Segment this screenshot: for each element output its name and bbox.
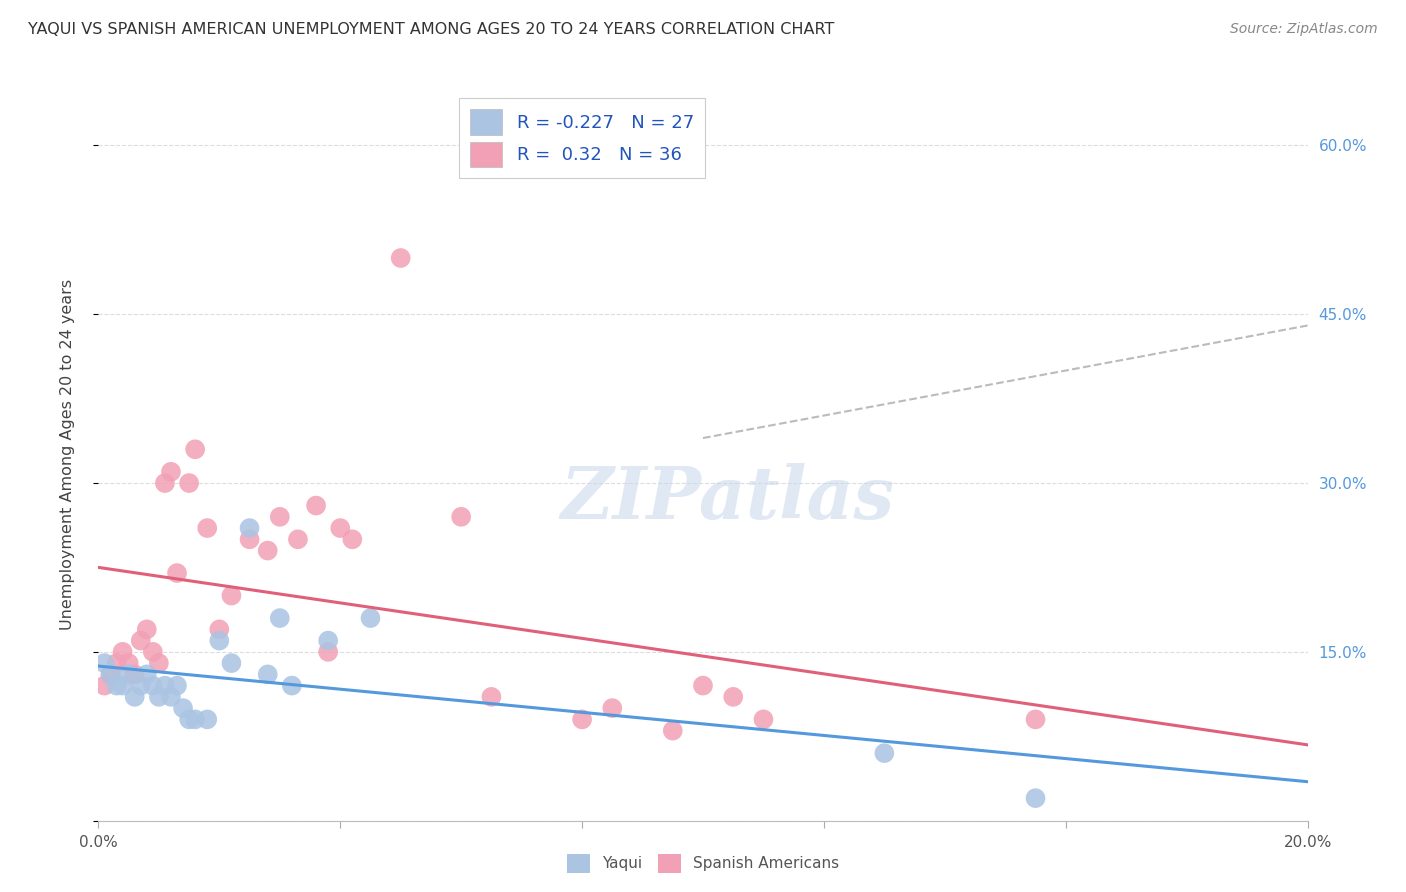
Point [153, 679, 176, 693]
Point [166, 566, 188, 580]
Point [118, 667, 141, 681]
Point [281, 679, 304, 693]
Point [172, 701, 194, 715]
Point [166, 679, 188, 693]
Point [105, 679, 128, 693]
Point [179, 712, 201, 726]
Point [450, 509, 472, 524]
Point [329, 521, 352, 535]
Point [1024, 712, 1046, 726]
Point [389, 251, 412, 265]
Point [239, 521, 262, 535]
Point [239, 533, 262, 547]
Point [153, 476, 176, 491]
Point [481, 690, 503, 704]
Point [221, 589, 243, 603]
Point [221, 656, 243, 670]
Point [873, 746, 896, 760]
Point [179, 476, 201, 491]
Point [93, 679, 115, 693]
Point [342, 533, 364, 547]
Text: YAQUI VS SPANISH AMERICAN UNEMPLOYMENT AMONG AGES 20 TO 24 YEARS CORRELATION CHA: YAQUI VS SPANISH AMERICAN UNEMPLOYMENT A… [28, 22, 835, 37]
Point [118, 656, 141, 670]
Point [752, 712, 775, 726]
Point [111, 645, 134, 659]
Point [135, 623, 157, 637]
Point [148, 656, 170, 670]
Point [111, 679, 134, 693]
Point [129, 633, 152, 648]
Point [662, 723, 685, 738]
Point [160, 465, 183, 479]
Point [287, 533, 309, 547]
Point [148, 690, 170, 704]
Point [184, 712, 207, 726]
Point [305, 499, 328, 513]
Point [105, 656, 128, 670]
Point [269, 509, 291, 524]
Point [208, 623, 231, 637]
Text: ZIPatlas: ZIPatlas [560, 463, 894, 534]
Point [602, 701, 624, 715]
Point [571, 712, 593, 726]
Legend: Yaqui, Spanish Americans: Yaqui, Spanish Americans [561, 848, 845, 879]
Point [135, 667, 157, 681]
Point [723, 690, 745, 704]
Point [360, 611, 382, 625]
Point [1024, 791, 1046, 805]
Point [184, 442, 207, 457]
Point [195, 712, 218, 726]
Point [142, 645, 165, 659]
Point [256, 543, 278, 558]
Point [256, 667, 278, 681]
Point [93, 656, 115, 670]
Point [316, 633, 339, 648]
Point [195, 521, 218, 535]
Point [269, 611, 291, 625]
Point [129, 679, 152, 693]
Y-axis label: Unemployment Among Ages 20 to 24 years: Unemployment Among Ages 20 to 24 years [60, 279, 75, 631]
Point [160, 690, 183, 704]
Point [142, 679, 165, 693]
Point [124, 690, 146, 704]
Point [124, 667, 146, 681]
Point [316, 645, 339, 659]
Point [692, 679, 714, 693]
Point [100, 667, 122, 681]
Point [208, 633, 231, 648]
Point [100, 667, 122, 681]
Text: Source: ZipAtlas.com: Source: ZipAtlas.com [1230, 22, 1378, 37]
